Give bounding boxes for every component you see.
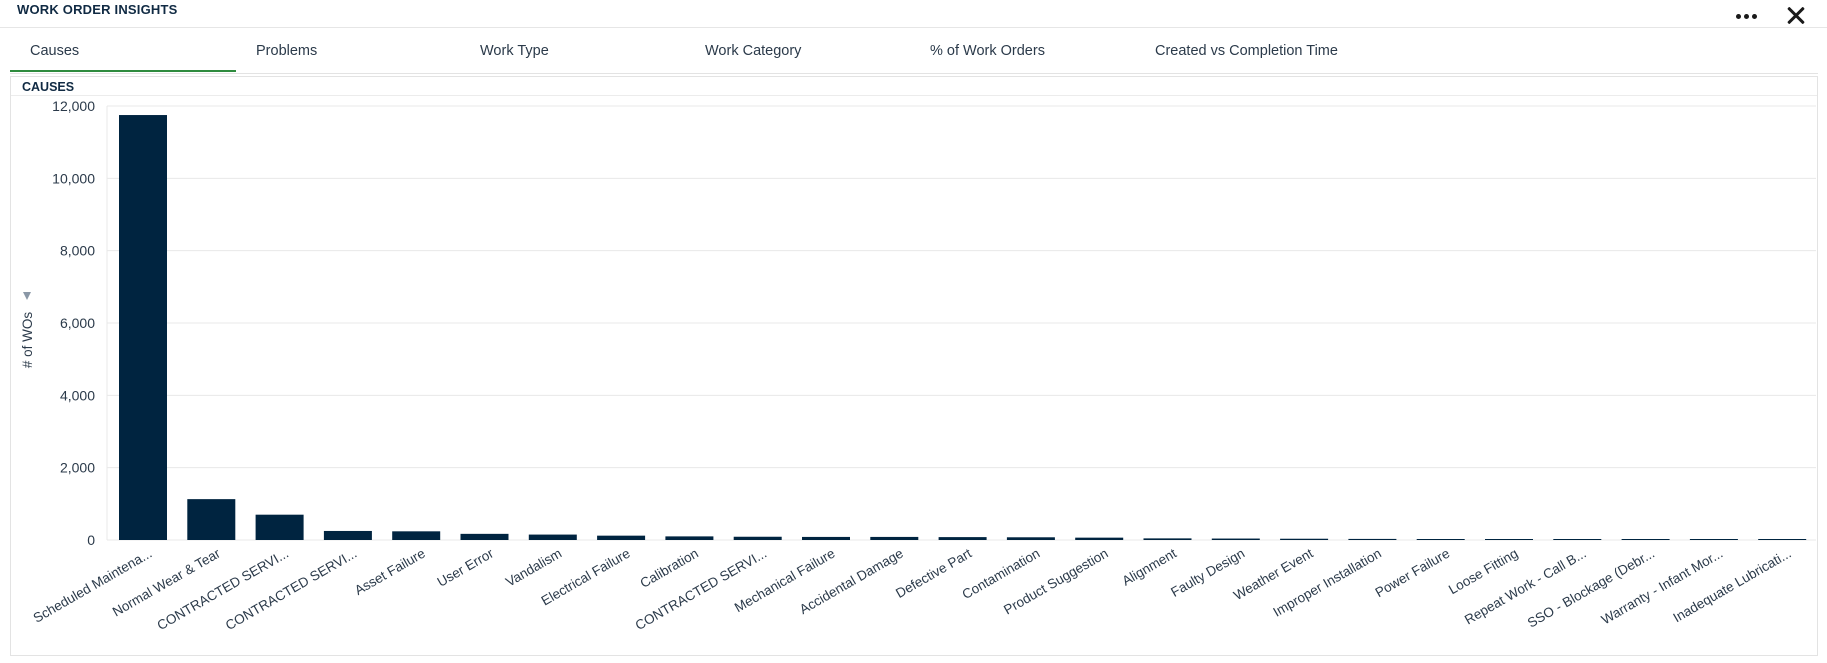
x-tick-label: Repeat Work - Call B... bbox=[1462, 546, 1589, 628]
bar[interactable] bbox=[1211, 538, 1260, 540]
widget-title: WORK ORDER INSIGHTS bbox=[17, 2, 178, 17]
x-tick-label: Alignment bbox=[1119, 545, 1179, 588]
tab-label: Work Type bbox=[480, 43, 549, 59]
bar[interactable] bbox=[870, 536, 919, 540]
bar[interactable] bbox=[1280, 538, 1329, 540]
tab-causes[interactable]: Causes bbox=[10, 30, 236, 72]
widget-header: WORK ORDER INSIGHTS bbox=[0, 0, 1827, 28]
tab-created-vs-completion[interactable]: Created vs Completion Time bbox=[1155, 30, 1338, 72]
tab-work-type[interactable]: Work Type bbox=[480, 30, 549, 72]
bar[interactable] bbox=[119, 115, 167, 541]
tab-label: % of Work Orders bbox=[930, 43, 1045, 59]
bar[interactable] bbox=[1416, 539, 1465, 540]
x-tick-label: Power Failure bbox=[1373, 546, 1453, 601]
x-tick-label: CONTRACTED SERVI... bbox=[633, 546, 770, 634]
bar[interactable] bbox=[528, 534, 577, 540]
bar[interactable] bbox=[802, 536, 850, 540]
tab-percent-work-orders[interactable]: % of Work Orders bbox=[930, 30, 1045, 72]
bar[interactable] bbox=[255, 514, 304, 540]
y-tick-label: 6,000 bbox=[60, 315, 95, 331]
y-tick-label: 12,000 bbox=[52, 98, 95, 114]
y-tick-label: 4,000 bbox=[60, 387, 95, 403]
bar[interactable] bbox=[1485, 539, 1533, 540]
y-tick-label: 2,000 bbox=[60, 460, 95, 476]
x-tick-label: Scheduled Maintena... bbox=[31, 546, 155, 626]
bar[interactable] bbox=[392, 531, 441, 540]
bar[interactable] bbox=[187, 499, 236, 540]
bar[interactable] bbox=[597, 535, 646, 540]
bar[interactable] bbox=[1689, 539, 1738, 540]
bar[interactable] bbox=[1348, 538, 1397, 540]
x-tick-label: User Error bbox=[435, 545, 497, 589]
bar[interactable] bbox=[1553, 539, 1602, 540]
bar[interactable] bbox=[460, 533, 509, 540]
tab-work-category[interactable]: Work Category bbox=[705, 30, 801, 72]
bar[interactable] bbox=[1143, 538, 1192, 540]
panel-divider bbox=[11, 95, 1817, 96]
tab-label: Causes bbox=[30, 43, 80, 59]
x-tick-label: Warranty - Infant Mor... bbox=[1599, 546, 1726, 628]
x-tick-label: CONTRACTED SERVI... bbox=[223, 546, 360, 634]
x-tick-label: Vandalism bbox=[503, 546, 564, 590]
chart-panel: CAUSES bbox=[10, 76, 1818, 656]
tab-problems[interactable]: Problems bbox=[256, 30, 317, 72]
x-tick-label: Asset Failure bbox=[352, 546, 428, 598]
panel-title: CAUSES bbox=[22, 80, 75, 94]
bar[interactable] bbox=[1758, 539, 1807, 540]
y-axis-label: # of WOs bbox=[20, 312, 35, 369]
bar[interactable] bbox=[1006, 537, 1055, 540]
tab-bar: Causes Problems Work Type Work Category … bbox=[10, 30, 1818, 74]
x-tick-label: SSO - Blockage (Debr... bbox=[1525, 546, 1657, 631]
bar[interactable] bbox=[1075, 537, 1124, 540]
y-tick-label: 0 bbox=[87, 532, 95, 548]
bar[interactable] bbox=[938, 537, 987, 540]
x-tick-label: Calibration bbox=[638, 546, 701, 591]
bar[interactable] bbox=[323, 530, 372, 540]
bar[interactable] bbox=[733, 536, 782, 540]
bar[interactable] bbox=[665, 536, 714, 540]
tab-label: Work Category bbox=[705, 43, 802, 59]
x-tick-label: Inadequate Lubricati... bbox=[1670, 546, 1793, 626]
y-tick-label: 10,000 bbox=[52, 170, 95, 186]
more-options-icon[interactable] bbox=[1734, 4, 1762, 24]
tab-label: Created vs Completion Time bbox=[1155, 43, 1338, 59]
bar[interactable] bbox=[1621, 539, 1670, 540]
tab-label: Problems bbox=[256, 43, 318, 59]
axis-toggle-icon[interactable] bbox=[23, 292, 31, 300]
y-tick-label: 8,000 bbox=[60, 243, 95, 259]
